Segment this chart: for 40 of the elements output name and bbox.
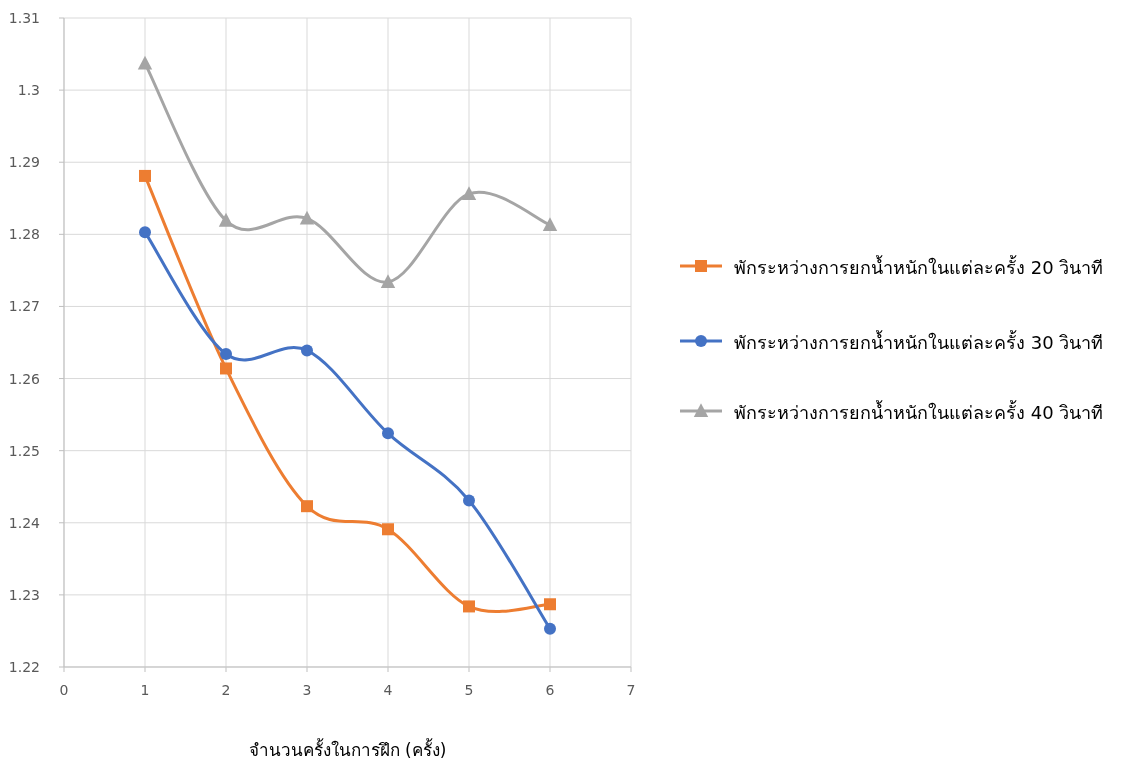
y-tick-label: 1.25 [8, 442, 40, 459]
y-tick-label: 1.3 [17, 82, 40, 99]
x-tick-label: 3 [302, 682, 312, 698]
y-tick-label: 1.24 [8, 514, 41, 531]
point [218, 212, 234, 227]
x-tick-label: 6 [545, 682, 555, 698]
point [380, 274, 396, 288]
y-tick-label: 1.23 [8, 586, 40, 603]
point [463, 494, 475, 507]
x-axis-title: จำนวนครั้งในการฝึก (ครั้ง) [248, 738, 447, 760]
point [220, 362, 232, 375]
y-tick-label: 1.22 [8, 659, 40, 675]
y-tick-label: 1.28 [8, 226, 40, 243]
x-tick-label: 5 [464, 682, 474, 698]
point [301, 344, 313, 357]
legend-label: พักระหว่างการยกน้ำหนักในแต่ละครั้ง 40 วินาที [734, 400, 1104, 423]
point [463, 600, 475, 613]
point [461, 186, 477, 200]
y-tick-label: 1.27 [8, 298, 40, 315]
point [382, 427, 394, 440]
point [544, 598, 556, 611]
y-tick-label: 1.31 [8, 10, 40, 26]
legend-label: พักระหว่างการยกน้ำหนักในแต่ละครั้ง 20 วินาที [734, 255, 1104, 278]
x-tick-label: 1 [140, 682, 150, 698]
y-tick-label: 1.26 [8, 370, 41, 387]
x-tick-label: 2 [221, 682, 231, 698]
point [382, 523, 394, 536]
x-tick-label: 4 [383, 682, 393, 698]
x-tick-label: 0 [59, 682, 69, 698]
point [139, 226, 151, 239]
x-tick-label: 7 [626, 682, 636, 698]
point [137, 55, 153, 70]
point [299, 210, 315, 225]
point [544, 622, 556, 635]
y-tick-label: 1.29 [8, 154, 40, 171]
point [139, 169, 151, 182]
legend-label: พักระหว่างการยกน้ำหนักในแต่ละครั้ง 30 วินาที [734, 330, 1104, 353]
point [220, 348, 232, 361]
point [301, 500, 313, 513]
point [542, 217, 558, 231]
